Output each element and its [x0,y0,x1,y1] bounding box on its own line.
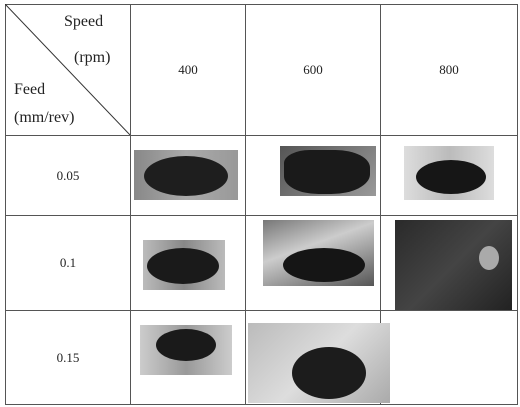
column-header: 600 [245,4,381,136]
column-header: 800 [380,4,518,136]
row-header: 0.1 [5,215,131,311]
feed-label: Feed [14,81,45,99]
chip-photo [395,220,512,310]
chip [284,150,370,194]
row-header: 0.05 [5,135,131,216]
chip-photo [140,325,232,375]
chip-photo [280,146,376,196]
chip-photo [248,323,390,403]
chip-photo [404,146,494,200]
chip [156,329,216,361]
row-header: 0.15 [5,310,131,405]
corner-cell: Speed (rpm) Feed (mm/rev) [5,4,131,136]
chip-photo [134,150,238,200]
chip [292,347,366,399]
page: Speed (rpm) Feed (mm/rev) 400 600 800 0.… [0,0,520,407]
chip [416,160,486,194]
column-header: 400 [130,4,246,136]
feed-unit: (mm/rev) [14,109,74,127]
chip-highlight [479,246,499,270]
chip-photo [143,240,225,290]
chip [283,248,365,282]
speed-unit: (rpm) [74,49,110,67]
chip-photo [263,220,374,286]
speed-label: Speed [64,13,103,31]
chip [144,156,228,196]
chip [147,248,219,284]
empty-cell [380,310,518,405]
